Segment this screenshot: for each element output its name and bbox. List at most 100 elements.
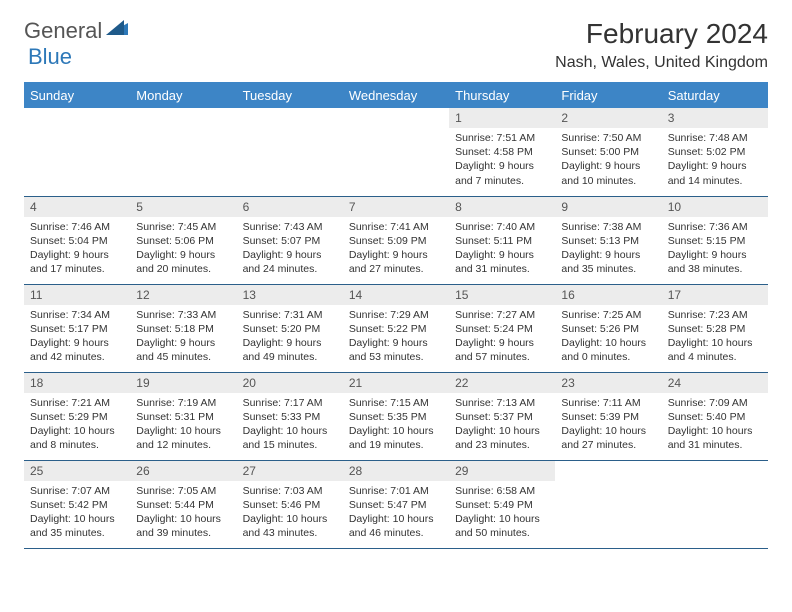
- sunrise-text: Sunrise: 7:34 AM: [30, 308, 124, 322]
- weekday-header: Saturday: [662, 83, 768, 109]
- calendar-day-cell: 4Sunrise: 7:46 AMSunset: 5:04 PMDaylight…: [24, 196, 130, 284]
- calendar-week-row: 4 Sunrise: 7:46 AMSunset: 5:04 PM Daylight…: [24, 196, 768, 284]
- calendar-day-cell: 26Sunrise: 7:05 AMSunset: 5:44 PMDayligh…: [130, 460, 236, 548]
- calendar-day-cell: 10Sunrise: 7:36 AMSunset: 5:15 PMDayligh…: [662, 196, 768, 284]
- sunrise-text: Sunrise: 7:46 AM: [30, 220, 124, 234]
- calendar-body: ........1Sunrise: 7:51 AMSunset: 4:58 PM…: [24, 108, 768, 548]
- calendar-day-cell: 28Sunrise: 7:01 AMSunset: 5:47 PMDayligh…: [343, 460, 449, 548]
- daylight-text: Daylight: 10 hours: [136, 424, 230, 438]
- sunset-text: Sunset: 5:15 PM: [668, 234, 762, 248]
- sunset-text: Sunset: 5:46 PM: [243, 498, 337, 512]
- day-details: Sunrise: 7:03 AMSunset: 5:46 PMDaylight:…: [237, 481, 343, 547]
- day-details: Sunrise: 7:21 AMSunset: 5:29 PMDaylight:…: [24, 393, 130, 459]
- daylight-text: and 31 minutes.: [668, 438, 762, 452]
- sunrise-text: Sunrise: 7:41 AM: [349, 220, 443, 234]
- day-details: Sunrise: 7:27 AMSunset: 5:24 PMDaylight:…: [449, 305, 555, 371]
- sunset-text: Sunset: 5:18 PM: [136, 322, 230, 336]
- day-number: 25: [24, 461, 130, 481]
- day-number: 26: [130, 461, 236, 481]
- month-title: February 2024: [555, 18, 768, 50]
- sunset-text: Sunset: 5:26 PM: [561, 322, 655, 336]
- header: General February 2024 Nash, Wales, Unite…: [24, 18, 768, 72]
- calendar-day-cell: 7 Sunrise: 7:41 AMSunset: 5:09 PMDaylight…: [343, 196, 449, 284]
- day-details: Sunrise: 7:11 AMSunset: 5:39 PMDaylight:…: [555, 393, 661, 459]
- daylight-text: and 53 minutes.: [349, 350, 443, 364]
- weekday-header-row: Sunday Monday Tuesday Wednesday Thursday…: [24, 83, 768, 109]
- sunset-text: Sunset: 5:42 PM: [30, 498, 124, 512]
- daylight-text: Daylight: 9 hours: [561, 159, 655, 173]
- day-number: 16: [555, 285, 661, 305]
- daylight-text: and 57 minutes.: [455, 350, 549, 364]
- daylight-text: Daylight: 9 hours: [455, 336, 549, 350]
- daylight-text: and 24 minutes.: [243, 262, 337, 276]
- day-details: Sunrise: 7:23 AMSunset: 5:28 PMDaylight:…: [662, 305, 768, 371]
- sunrise-text: Sunrise: 7:23 AM: [668, 308, 762, 322]
- day-number: 7: [343, 197, 449, 217]
- day-number: 21: [343, 373, 449, 393]
- day-number: 17: [662, 285, 768, 305]
- calendar-day-cell: 14Sunrise: 7:29 AMSunset: 5:22 PMDayligh…: [343, 284, 449, 372]
- sunrise-text: Sunrise: 7:38 AM: [561, 220, 655, 234]
- calendar-day-cell: 24Sunrise: 7:09 AMSunset: 5:40 PMDayligh…: [662, 372, 768, 460]
- daylight-text: Daylight: 10 hours: [243, 512, 337, 526]
- day-number: 11: [24, 285, 130, 305]
- sunset-text: Sunset: 5:44 PM: [136, 498, 230, 512]
- day-number: 27: [237, 461, 343, 481]
- sunset-text: Sunset: 5:33 PM: [243, 410, 337, 424]
- sunrise-text: Sunrise: 6:58 AM: [455, 484, 549, 498]
- day-number: 3: [662, 108, 768, 128]
- day-number: 2: [555, 108, 661, 128]
- day-number: 22: [449, 373, 555, 393]
- daylight-text: and 10 minutes.: [561, 174, 655, 188]
- calendar-day-cell: 12Sunrise: 7:33 AMSunset: 5:18 PMDayligh…: [130, 284, 236, 372]
- sunset-text: Sunset: 5:09 PM: [349, 234, 443, 248]
- day-details: Sunrise: 7:15 AMSunset: 5:35 PMDaylight:…: [343, 393, 449, 459]
- day-details: Sunrise: 7:45 AMSunset: 5:06 PMDaylight:…: [130, 217, 236, 283]
- sunrise-text: Sunrise: 7:50 AM: [561, 131, 655, 145]
- day-details: Sunrise: 7:13 AMSunset: 5:37 PMDaylight:…: [449, 393, 555, 459]
- day-details: Sunrise: 7:40 AMSunset: 5:11 PMDaylight:…: [449, 217, 555, 283]
- daylight-text: and 8 minutes.: [30, 438, 124, 452]
- day-number: 18: [24, 373, 130, 393]
- day-number: 4: [24, 197, 130, 217]
- daylight-text: Daylight: 10 hours: [30, 424, 124, 438]
- calendar-day-cell: 20Sunrise: 7:17 AMSunset: 5:33 PMDayligh…: [237, 372, 343, 460]
- calendar-day-cell: 19Sunrise: 7:19 AMSunset: 5:31 PMDayligh…: [130, 372, 236, 460]
- daylight-text: and 17 minutes.: [30, 262, 124, 276]
- daylight-text: Daylight: 9 hours: [349, 248, 443, 262]
- sunset-text: Sunset: 5:17 PM: [30, 322, 124, 336]
- sunset-text: Sunset: 5:04 PM: [30, 234, 124, 248]
- logo: General: [24, 18, 130, 44]
- sunrise-text: Sunrise: 7:11 AM: [561, 396, 655, 410]
- logo-triangle-icon: [106, 19, 128, 40]
- day-number: 9: [555, 197, 661, 217]
- day-details: Sunrise: 7:07 AMSunset: 5:42 PMDaylight:…: [24, 481, 130, 547]
- day-number: 28: [343, 461, 449, 481]
- daylight-text: and 49 minutes.: [243, 350, 337, 364]
- daylight-text: and 35 minutes.: [561, 262, 655, 276]
- weekday-header: Monday: [130, 83, 236, 109]
- calendar-day-cell: ..: [237, 108, 343, 196]
- calendar-day-cell: 21Sunrise: 7:15 AMSunset: 5:35 PMDayligh…: [343, 372, 449, 460]
- calendar-day-cell: 18Sunrise: 7:21 AMSunset: 5:29 PMDayligh…: [24, 372, 130, 460]
- sunset-text: Sunset: 5:02 PM: [668, 145, 762, 159]
- day-details: Sunrise: 7:43 AMSunset: 5:07 PMDaylight:…: [237, 217, 343, 283]
- sunset-text: Sunset: 5:39 PM: [561, 410, 655, 424]
- calendar-week-row: ........1Sunrise: 7:51 AMSunset: 4:58 PM…: [24, 108, 768, 196]
- daylight-text: Daylight: 9 hours: [668, 248, 762, 262]
- daylight-text: Daylight: 10 hours: [349, 512, 443, 526]
- daylight-text: and 19 minutes.: [349, 438, 443, 452]
- calendar-day-cell: 29Sunrise: 6:58 AMSunset: 5:49 PMDayligh…: [449, 460, 555, 548]
- daylight-text: Daylight: 10 hours: [349, 424, 443, 438]
- sunset-text: Sunset: 5:28 PM: [668, 322, 762, 336]
- daylight-text: Daylight: 9 hours: [455, 248, 549, 262]
- day-details: Sunrise: 7:31 AMSunset: 5:20 PMDaylight:…: [237, 305, 343, 371]
- daylight-text: and 27 minutes.: [349, 262, 443, 276]
- sunrise-text: Sunrise: 7:33 AM: [136, 308, 230, 322]
- sunrise-text: Sunrise: 7:45 AM: [136, 220, 230, 234]
- daylight-text: Daylight: 9 hours: [561, 248, 655, 262]
- calendar-day-cell: 1Sunrise: 7:51 AMSunset: 4:58 PMDaylight…: [449, 108, 555, 196]
- calendar-day-cell: 9Sunrise: 7:38 AMSunset: 5:13 PMDaylight…: [555, 196, 661, 284]
- sunset-text: Sunset: 5:31 PM: [136, 410, 230, 424]
- day-details: Sunrise: 7:09 AMSunset: 5:40 PMDaylight:…: [662, 393, 768, 459]
